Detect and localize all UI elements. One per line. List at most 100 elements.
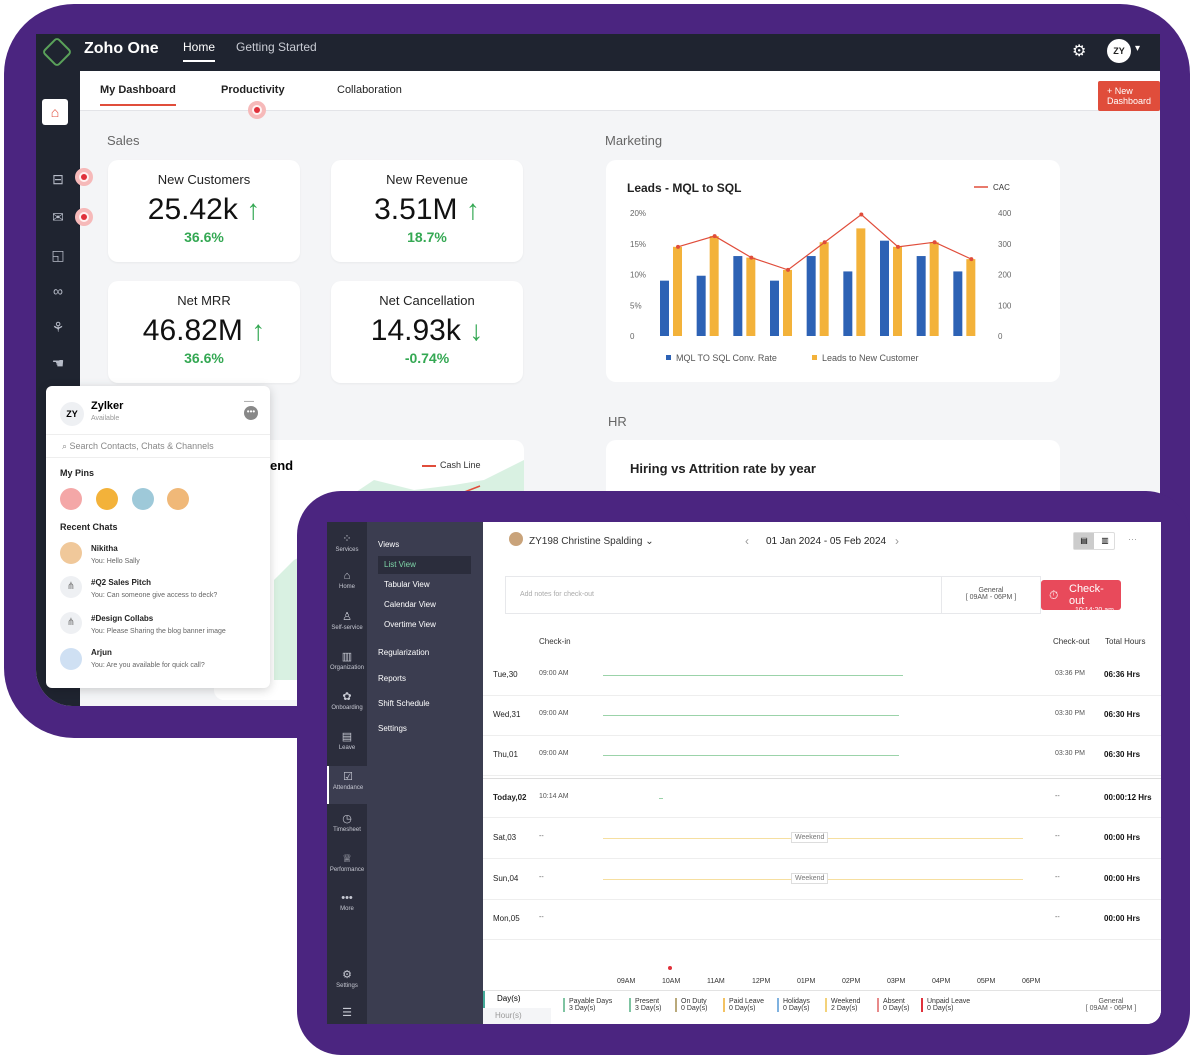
kpi-new-revenue[interactable]: New Revenue 3.51M ↑ 18.7% (331, 160, 523, 262)
attendance-row[interactable]: Today,02 10:14 AM -- 00:00:12 Hrs (483, 778, 1161, 818)
tab-my-dashboard[interactable]: My Dashboard (100, 84, 176, 106)
kpi-new-customers[interactable]: New Customers 25.42k ↑ 36.6% (108, 160, 300, 262)
footer-shift-time: [ 09AM - 06PM ] (1085, 1005, 1137, 1012)
row-checkin: -- (539, 874, 544, 881)
crm-icon[interactable]: ⊟ (52, 171, 64, 187)
attendance-row[interactable]: Sun,04 -- -- 00:00 Hrs Weekend (483, 860, 1161, 900)
nav-self-service[interactable]: ♙ Self-service (327, 610, 367, 631)
attendance-row[interactable]: Tue,30 09:00 AM 03:36 PM 06:36 Hrs (483, 656, 1161, 696)
attendance-row[interactable]: Wed,31 09:00 AM 03:30 PM 06:30 Hrs (483, 696, 1161, 736)
tab-collaboration[interactable]: Collaboration (337, 84, 402, 96)
row-checkin: 09:00 AM (539, 670, 569, 677)
summary-label: Weekend (831, 998, 861, 1005)
submenu-calendar-view[interactable]: Calendar View (384, 600, 436, 609)
nav-label: Self-service (331, 625, 363, 631)
total-hours-header: Total Hours (1105, 637, 1146, 646)
chat-avatar[interactable] (60, 648, 82, 670)
workflow-icon[interactable]: ⚘ (51, 319, 65, 335)
row-checkout: -- (1055, 874, 1060, 881)
home-icon[interactable]: ⌂ (42, 99, 68, 125)
chat-search-input[interactable]: ⌕ Search Contacts, Chats & Channels (46, 434, 270, 458)
settings-gear-icon[interactable]: ⚙ (1072, 43, 1087, 60)
channel-icon[interactable]: ⋔ (60, 612, 82, 634)
nav-performance[interactable]: ♕ Performance (327, 852, 367, 873)
checkout-button[interactable]: ⏱ Check-out 10:14:20 am (1041, 580, 1121, 614)
attendance-row[interactable]: Thu,01 09:00 AM 03:30 PM 06:30 Hrs (483, 736, 1161, 776)
hand-icon[interactable]: ☚ (51, 355, 65, 371)
kpi-net-mrr[interactable]: Net MRR 46.82M ↑ 36.6% (108, 281, 300, 383)
prev-range-icon[interactable]: ‹ (745, 534, 749, 548)
more-options-icon[interactable]: ··· (1128, 534, 1137, 544)
chat-user-avatar[interactable]: ZY (60, 402, 84, 426)
chat-name[interactable]: #Design Collabs (91, 614, 154, 623)
nav-home[interactable]: ⌂ Home (327, 570, 367, 590)
kpi-change: 36.6% (184, 229, 224, 245)
link-icon[interactable]: ∞ (53, 283, 63, 299)
tab-productivity[interactable]: Productivity (221, 84, 285, 96)
submenu-settings[interactable]: Settings (378, 724, 407, 733)
tour-hotspot[interactable] (75, 168, 93, 186)
settings-gear-icon: ⚙ (342, 969, 352, 981)
cac-point (969, 257, 974, 262)
mail-icon[interactable]: ✉ (52, 209, 64, 225)
nav-getting-started[interactable]: Getting Started (236, 40, 317, 54)
legend-leads-swatch (812, 355, 817, 360)
view-toggle[interactable]: ▤ ▥ (1073, 532, 1115, 550)
new-dashboard-button[interactable]: + New Dashboard (1098, 81, 1160, 111)
chevron-down-icon[interactable]: ▾ (1135, 43, 1141, 54)
tour-hotspot[interactable] (248, 101, 266, 119)
tab-days[interactable]: Day(s) (483, 991, 551, 1008)
tour-hotspot[interactable] (75, 208, 93, 226)
user-avatar[interactable]: ZY (1107, 39, 1131, 63)
nav-organization[interactable]: ▥ Organization (327, 650, 367, 671)
zoho-logo-icon[interactable] (41, 36, 73, 68)
submenu-shift-schedule[interactable]: Shift Schedule (378, 699, 430, 708)
nav-leave[interactable]: ▤ Leave (327, 730, 367, 751)
next-range-icon[interactable]: › (895, 534, 899, 548)
chat-name[interactable]: #Q2 Sales Pitch (91, 578, 152, 587)
employee-selector[interactable]: ZY198 Christine Spalding ⌄ (529, 536, 654, 547)
summary-item: Paid Leave 0 Day(s) (723, 998, 764, 1012)
list-view-icon[interactable]: ▥ (1101, 536, 1109, 545)
chat-avatar[interactable] (60, 542, 82, 564)
chevron-down-icon: ⌄ (645, 536, 654, 547)
dashboard-tabs: My Dashboard Productivity Collaboration … (80, 71, 1160, 111)
kpi-net-cancellation[interactable]: Net Cancellation 14.93k ↓ -0.74% (331, 281, 523, 383)
nav-services[interactable]: ⁘ Services (327, 532, 367, 553)
pin-avatar[interactable] (60, 488, 82, 510)
submenu-regularization[interactable]: Regularization (378, 648, 430, 657)
kpi-change: 36.6% (184, 350, 224, 366)
calendar-view-icon[interactable]: ▤ (1074, 533, 1094, 549)
nav-more[interactable]: ••• More (327, 892, 367, 912)
analytics-icon[interactable]: ◱ (51, 247, 65, 263)
submenu-list-view[interactable]: List View (378, 556, 471, 574)
attendance-row[interactable]: Mon,05 -- -- 00:00 Hrs (483, 900, 1161, 940)
pin-avatar[interactable] (167, 488, 189, 510)
pin-avatar[interactable] (132, 488, 154, 510)
attendance-bar (603, 675, 903, 676)
chat-name[interactable]: Nikitha (91, 544, 118, 553)
more-icon[interactable]: ••• (244, 406, 258, 420)
minimize-icon[interactable]: — (244, 396, 254, 407)
chat-name[interactable]: Arjun (91, 648, 112, 657)
summary-value: 3 Day(s) (569, 1005, 596, 1012)
submenu-reports[interactable]: Reports (378, 674, 407, 683)
pin-avatar[interactable] (96, 488, 118, 510)
tab-hours[interactable]: Hour(s) (483, 1008, 551, 1024)
nav-timesheet[interactable]: ◷ Timesheet (327, 812, 367, 833)
channel-icon[interactable]: ⋔ (60, 576, 82, 598)
menu-icon[interactable]: ☰ (342, 1007, 352, 1019)
nav-settings[interactable]: ⚙ Settings (327, 968, 367, 989)
bar-leads (783, 269, 792, 336)
nav-attendance[interactable]: ☑ Attendance (327, 766, 367, 804)
submenu-overtime-view[interactable]: Overtime View (384, 620, 436, 629)
checkout-notes-input[interactable]: Add notes for check-out (505, 576, 941, 614)
leads-chart-card: Leads - MQL to SQL 20% 400 15% 300 10% 200 5% 10… (606, 160, 1060, 382)
row-checkout: 03:30 PM (1055, 750, 1085, 757)
y2-tick-label: 100 (998, 301, 1012, 310)
attendance-row[interactable]: Sat,03 -- -- 00:00 Hrs Weekend (483, 819, 1161, 859)
nav-onboarding[interactable]: ✿ Onboarding (327, 690, 367, 711)
submenu-tabular-view[interactable]: Tabular View (384, 580, 430, 589)
nav-home[interactable]: Home (183, 40, 216, 62)
submenu-views[interactable]: Views (378, 540, 400, 549)
